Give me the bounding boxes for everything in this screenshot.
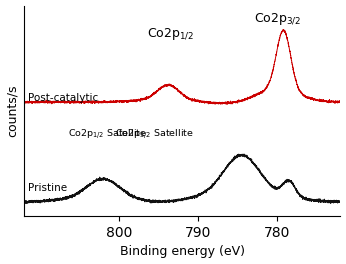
Text: Post-catalytic: Post-catalytic (28, 93, 98, 103)
Text: Pristine: Pristine (28, 183, 67, 193)
Text: Co2p$_{3/2}$: Co2p$_{3/2}$ (254, 12, 301, 27)
Text: Co2p$_{1/2}$: Co2p$_{1/2}$ (147, 26, 194, 42)
Text: Co2p$_{1/2}$ Satellite: Co2p$_{1/2}$ Satellite (67, 127, 146, 141)
Text: Co2p$_{3/2}$ Satellite: Co2p$_{3/2}$ Satellite (115, 127, 194, 141)
Y-axis label: counts/s: counts/s (6, 84, 19, 137)
X-axis label: Binding energy (eV): Binding energy (eV) (120, 246, 245, 258)
